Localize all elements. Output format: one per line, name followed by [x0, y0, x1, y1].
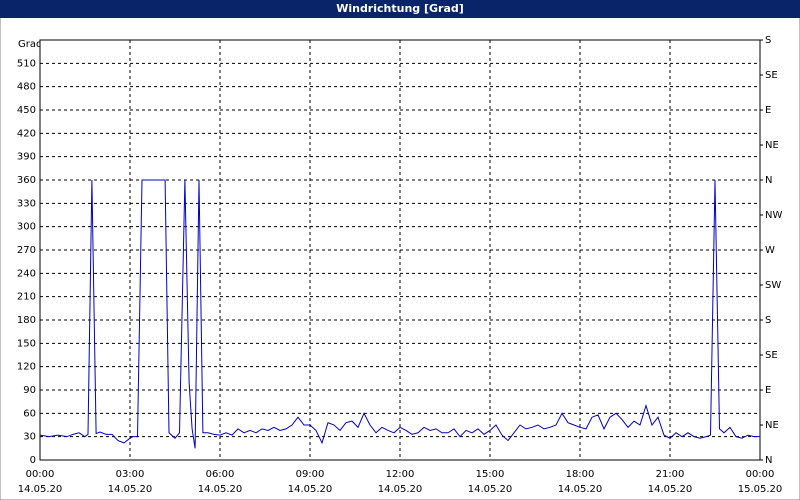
y-tick-label: 510	[17, 58, 36, 69]
x-tick-sublabel: 14.05.20	[558, 484, 603, 495]
y2-tick-label: NW	[765, 210, 782, 221]
x-tick-label: 15:00	[476, 469, 505, 480]
x-tick-sublabel: 14.05.20	[648, 484, 693, 495]
x-tick-sublabel: 14.05.20	[18, 484, 63, 495]
y2-tick-label: W	[765, 245, 775, 256]
y2-tick-label: S	[765, 315, 771, 326]
x-tick-label: 12:00	[386, 469, 415, 480]
y-tick-label: 270	[17, 245, 36, 256]
x-tick-sublabel: 14.05.20	[198, 484, 243, 495]
y-axis-label: Grad	[18, 39, 42, 50]
y-tick-label: 180	[17, 315, 36, 326]
chart-title: Windrichtung [Grad]	[336, 2, 464, 15]
x-tick-label: 18:00	[566, 469, 595, 480]
x-tick-sublabel: 14.05.20	[378, 484, 423, 495]
y-tick-label: 0	[30, 455, 36, 466]
y-tick-label: 330	[17, 198, 36, 209]
y-tick-label: 450	[17, 105, 36, 116]
y2-tick-label: N	[765, 455, 772, 466]
title-bar	[0, 0, 800, 18]
x-tick-label: 03:00	[116, 469, 145, 480]
x-tick-label: 09:00	[296, 469, 325, 480]
y-tick-label: 390	[17, 152, 36, 163]
x-tick-sublabel: 14.05.20	[108, 484, 153, 495]
x-tick-label: 06:00	[206, 469, 235, 480]
x-tick-label: 00:00	[746, 469, 775, 480]
y2-tick-label: SE	[765, 70, 778, 81]
data-line	[39, 179, 760, 449]
y-tick-label: 480	[17, 82, 36, 93]
x-tick-sublabel: 14.05.20	[468, 484, 513, 495]
y-tick-label: 150	[17, 338, 36, 349]
y2-tick-label: SE	[765, 350, 778, 361]
y-tick-label: 420	[17, 128, 36, 139]
x-tick-label: 00:00	[26, 469, 55, 480]
y-tick-label: 300	[17, 222, 36, 233]
x-tick-sublabel: 15.05.20	[738, 484, 783, 495]
x-tick-label: 21:00	[656, 469, 685, 480]
y2-tick-label: SW	[765, 280, 781, 291]
y2-tick-label: NE	[765, 420, 779, 431]
y-tick-label: 120	[17, 362, 36, 373]
y2-tick-label: E	[765, 105, 771, 116]
y-tick-label: 360	[17, 175, 36, 186]
x-tick-sublabel: 14.05.20	[288, 484, 333, 495]
y-tick-label: 240	[17, 268, 36, 279]
y2-tick-label: N	[765, 175, 772, 186]
y-tick-label: 210	[17, 292, 36, 303]
y-tick-label: 30	[23, 432, 36, 443]
y2-tick-label: NE	[765, 140, 779, 151]
y2-tick-label: S	[765, 35, 771, 46]
y2-tick-label: E	[765, 385, 771, 396]
y-tick-label: 90	[23, 385, 36, 396]
y-tick-label: 60	[23, 408, 36, 419]
